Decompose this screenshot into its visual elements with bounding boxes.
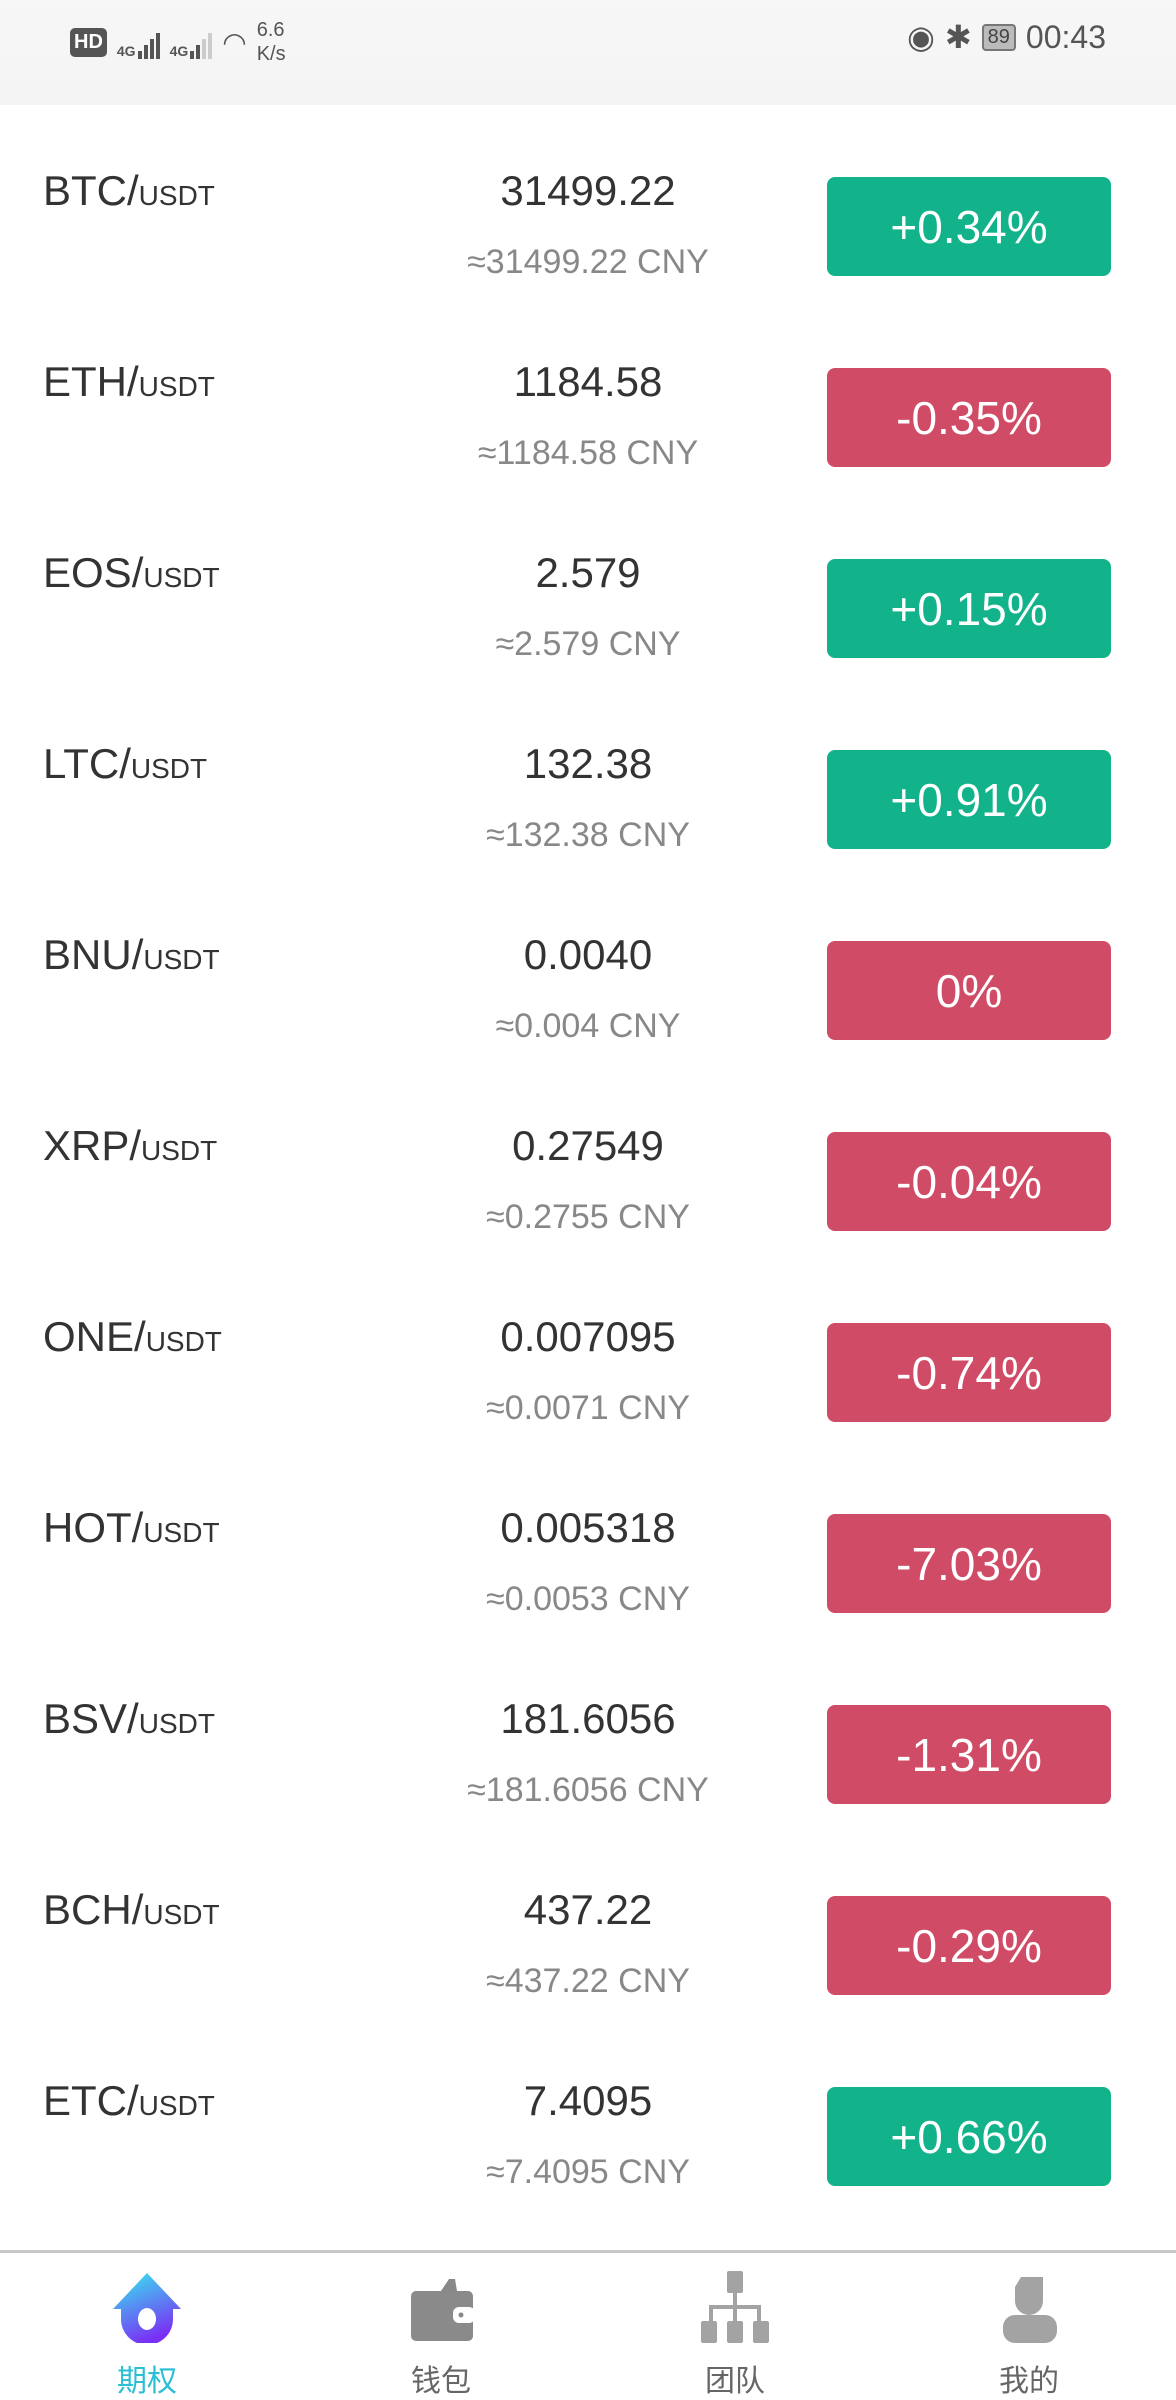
- price: 181.6056: [500, 1695, 676, 1742]
- price: 1184.58: [513, 358, 663, 405]
- change-badge[interactable]: -7.03%: [827, 1514, 1111, 1613]
- market-row[interactable]: EOS/USDT 2.579 ≈2.579 CNY +0.15%: [0, 487, 1176, 678]
- market-row[interactable]: HOT/USDT 0.005318 ≈0.0053 CNY -7.03%: [0, 1442, 1176, 1633]
- change-badge[interactable]: 0%: [827, 941, 1111, 1040]
- price: 0.27549: [512, 1122, 664, 1169]
- market-list: BTC/USDT 31499.22 ≈31499.22 CNY +0.34% ET…: [0, 105, 1176, 2206]
- pair-symbol: BSV/USDT: [43, 1695, 215, 1742]
- nav-item-2[interactable]: 团队: [588, 2253, 882, 2400]
- market-row[interactable]: BNU/USDT 0.0040 ≈0.004 CNY 0%: [0, 869, 1176, 1060]
- nav-label: 钱包: [411, 2365, 471, 2398]
- market-row[interactable]: LTC/USDT 132.38 ≈132.38 CNY +0.91%: [0, 678, 1176, 869]
- pair-symbol: XRP/USDT: [43, 1122, 218, 1169]
- bluetooth-icon: ✱: [944, 19, 972, 55]
- price: 7.4095: [523, 2077, 653, 2124]
- price-cny: ≈0.2755 CNY: [486, 1198, 690, 1236]
- price-cny: ≈31499.22 CNY: [467, 243, 709, 281]
- wallet-icon: [405, 2271, 477, 2348]
- change-badge[interactable]: -1.31%: [827, 1705, 1111, 1804]
- pair-symbol: EOS/USDT: [43, 549, 220, 596]
- network-speed: 6.6 K/s: [256, 19, 286, 65]
- clock: 00:43: [1025, 18, 1106, 55]
- pair-symbol: BTC/USDT: [43, 167, 215, 214]
- change-badge[interactable]: +0.91%: [827, 750, 1111, 849]
- market-row[interactable]: BTC/USDT 31499.22 ≈31499.22 CNY +0.34%: [0, 105, 1176, 296]
- pair-symbol: HOT/USDT: [43, 1504, 220, 1551]
- price: 0.0040: [523, 931, 653, 978]
- change-badge[interactable]: -0.04%: [827, 1132, 1111, 1231]
- price: 0.005318: [500, 1504, 676, 1551]
- change-badge[interactable]: +0.15%: [827, 559, 1111, 658]
- price-cny: ≈7.4095 CNY: [486, 2153, 690, 2191]
- price: 2.579: [535, 549, 641, 596]
- price-cny: ≈0.0071 CNY: [486, 1389, 690, 1427]
- pair-symbol: BCH/USDT: [43, 1886, 220, 1933]
- price: 132.38: [523, 740, 653, 787]
- pair-symbol: ETC/USDT: [43, 2077, 215, 2124]
- nav-item-3[interactable]: 我的: [882, 2253, 1176, 2400]
- bottom-nav: 期权 钱包 团队 我的: [0, 2250, 1176, 2400]
- price-cny: ≈2.579 CNY: [495, 625, 681, 663]
- price-cny: ≈181.6056 CNY: [467, 1771, 709, 1809]
- market-row[interactable]: ETC/USDT 7.4095 ≈7.4095 CNY +0.66%: [0, 2015, 1176, 2206]
- status-bar: HD 4G 4G ◠ 6.6 K/s ◉ ✱ 89 00:43: [0, 0, 1176, 105]
- nav-label: 我的: [999, 2365, 1059, 2398]
- change-badge[interactable]: -0.74%: [827, 1323, 1111, 1422]
- battery-icon: 89: [981, 23, 1016, 51]
- signal-icon: 4G: [117, 25, 160, 59]
- nav-label: 期权: [117, 2365, 177, 2398]
- nav-item-0[interactable]: 期权: [0, 2253, 294, 2400]
- team-hierarchy-icon: [699, 2271, 771, 2348]
- options-home-icon: [111, 2271, 183, 2348]
- change-badge[interactable]: -0.35%: [827, 368, 1111, 467]
- nav-label: 团队: [705, 2365, 765, 2398]
- wifi-icon: ◠: [222, 26, 247, 58]
- price-cny: ≈0.004 CNY: [495, 1007, 681, 1045]
- price-cny: ≈1184.58 CNY: [477, 434, 699, 472]
- market-row[interactable]: BSV/USDT 181.6056 ≈181.6056 CNY -1.31%: [0, 1633, 1176, 1824]
- price: 0.007095: [500, 1313, 676, 1360]
- eye-icon: ◉: [906, 19, 935, 55]
- pair-symbol: ETH/USDT: [43, 358, 215, 405]
- market-row[interactable]: ONE/USDT 0.007095 ≈0.0071 CNY -0.74%: [0, 1251, 1176, 1442]
- change-badge[interactable]: -0.29%: [827, 1896, 1111, 1995]
- pair-symbol: ONE/USDT: [43, 1313, 222, 1360]
- price-cny: ≈132.38 CNY: [486, 816, 690, 854]
- hd-icon: HD: [70, 27, 107, 57]
- market-row[interactable]: BCH/USDT 437.22 ≈437.22 CNY -0.29%: [0, 1824, 1176, 2015]
- price-cny: ≈0.0053 CNY: [486, 1580, 690, 1618]
- price-cny: ≈437.22 CNY: [486, 1962, 690, 2000]
- profile-icon: [993, 2271, 1065, 2348]
- pair-symbol: BNU/USDT: [43, 931, 220, 978]
- pair-symbol: LTC/USDT: [43, 740, 208, 787]
- nav-item-1[interactable]: 钱包: [294, 2253, 588, 2400]
- change-badge[interactable]: +0.34%: [827, 177, 1111, 276]
- signal-icon-2: 4G: [170, 25, 213, 59]
- market-row[interactable]: ETH/USDT 1184.58 ≈1184.58 CNY -0.35%: [0, 296, 1176, 487]
- price: 437.22: [523, 1886, 653, 1933]
- change-badge[interactable]: +0.66%: [827, 2087, 1111, 2186]
- price: 31499.22: [500, 167, 676, 214]
- market-row[interactable]: XRP/USDT 0.27549 ≈0.2755 CNY -0.04%: [0, 1060, 1176, 1251]
